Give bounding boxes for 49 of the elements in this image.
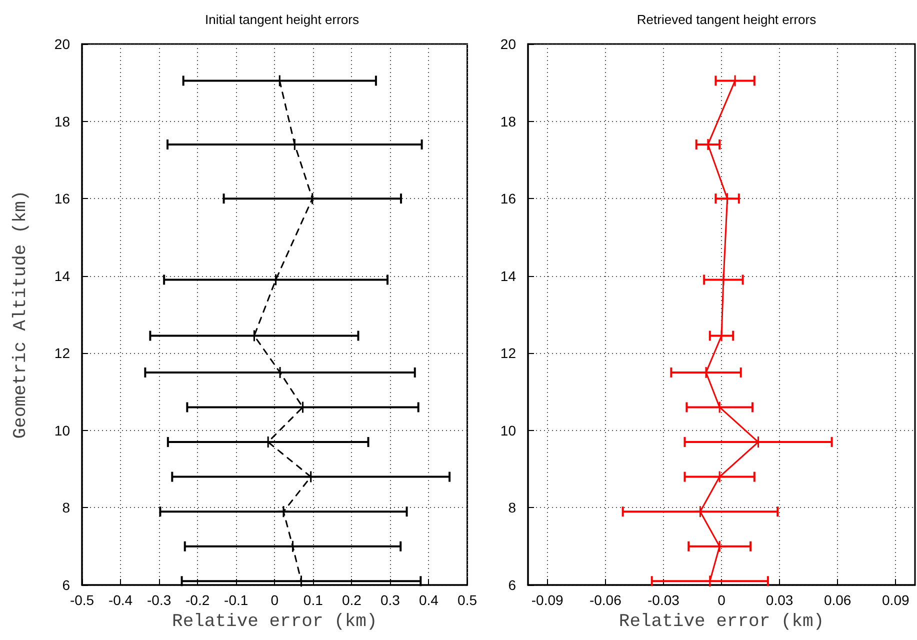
- x-tick-label: 0.5: [458, 592, 478, 608]
- y-tick-label: 18: [500, 113, 516, 130]
- point: [278, 506, 289, 518]
- x-tick-label: -0.3: [146, 592, 172, 608]
- x-tick-label: -0.2: [186, 592, 210, 608]
- y-tick-label: 16: [54, 190, 70, 207]
- point: [694, 506, 706, 518]
- chart-title: Initial tangent height errors: [205, 12, 360, 27]
- x-tick-label: -0.06: [589, 592, 622, 608]
- x-tick-label: 0.06: [824, 592, 852, 608]
- chart-title: Retrieved tangent height errors: [636, 12, 817, 27]
- point: [722, 193, 733, 204]
- y-tick-label: 16: [500, 190, 516, 207]
- y-tick-label: 10: [500, 422, 516, 438]
- y-tick-label: 6: [62, 577, 70, 593]
- x-tick-label: 0: [270, 592, 279, 608]
- x-tick-label: 0.09: [882, 592, 910, 608]
- point: [296, 576, 307, 587]
- y-tick-label: 14: [500, 268, 516, 284]
- x-axis-title: Relative error (km): [618, 612, 824, 632]
- y-tick-label: 8: [508, 500, 516, 516]
- y-axis-title: Geometric Altitude (km): [11, 190, 31, 439]
- point: [305, 471, 316, 482]
- x-axis-title: Relative error (km): [172, 612, 378, 632]
- x-tick-label: -0.4: [108, 592, 133, 608]
- y-tick-label: 12: [500, 345, 516, 362]
- x-tick-label: 0.2: [342, 592, 362, 608]
- point: [704, 576, 716, 587]
- y-tick-label: 6: [508, 577, 516, 593]
- y-tick-label: 8: [62, 500, 70, 516]
- x-tick-label: 0.1: [303, 592, 324, 608]
- x-tick-label: 0: [718, 592, 726, 608]
- x-tick-label: 0.03: [766, 592, 794, 608]
- x-tick-label: -0.1: [224, 592, 248, 608]
- point: [714, 540, 726, 552]
- x-tick-label: -0.09: [531, 592, 564, 608]
- x-tick-label: -0.03: [647, 592, 680, 608]
- y-tick-label: 18: [54, 113, 70, 130]
- y-tick-label: 12: [54, 345, 70, 362]
- y-tick-label: 20: [54, 36, 70, 52]
- y-tick-label: 10: [54, 422, 70, 438]
- x-tick-label: -0.5: [70, 592, 94, 608]
- point: [287, 540, 298, 552]
- y-tick-label: 20: [500, 36, 516, 52]
- point: [714, 471, 726, 482]
- point: [306, 193, 318, 204]
- y-tick-label: 14: [54, 268, 70, 284]
- x-tick-label: 0.3: [380, 592, 400, 608]
- x-tick-label: 0.4: [419, 592, 439, 608]
